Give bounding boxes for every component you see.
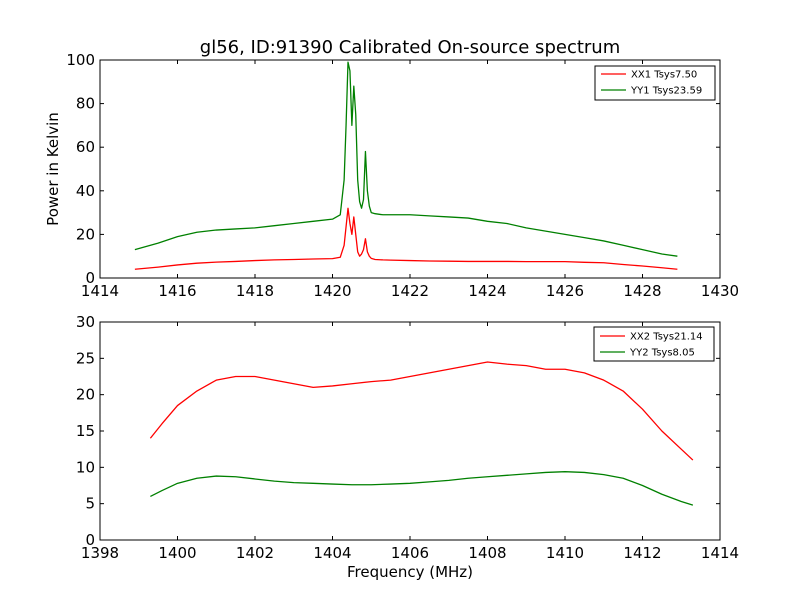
top-series-lines	[134, 61, 678, 270]
bottom-x-tick-label: 1410	[546, 544, 584, 562]
bottom-x-tick-label: 1406	[391, 544, 429, 562]
top-y-tick-label: 60	[76, 138, 95, 156]
bottom-series-lines	[149, 361, 694, 506]
top-legend-box	[594, 65, 716, 101]
bottom-x-tick-label: 1412	[623, 544, 661, 562]
top-legend: XX1 Tsys7.50 YY1 Tsys23.59	[594, 65, 716, 101]
top-y-tick-label: 40	[76, 182, 95, 200]
top-series-line-0	[134, 207, 678, 270]
top-y-tick-label: 80	[76, 95, 95, 113]
bottom-x-tick-label: 1404	[313, 544, 351, 562]
top-axis-ticks: 1414 1416 1418 1420 1422 1424 1426 1428 1430 0 20 4…	[66, 51, 739, 300]
bottom-x-tick-label: 1398	[81, 544, 119, 562]
bottom-legend-box	[593, 326, 715, 362]
bottom-axis-ticks: 1398 1400 1402 1404 1406 1408 1410 1412 1414 0 5 10…	[76, 313, 739, 562]
bottom-x-tick-label: 1414	[701, 544, 739, 562]
top-x-tick-label: 1422	[391, 282, 429, 300]
top-x-tick-label: 1420	[313, 282, 351, 300]
top-x-tick-label: 1428	[623, 282, 661, 300]
bottom-y-tick-label: 10	[76, 458, 95, 476]
top-series-line-1	[134, 61, 678, 257]
bottom-y-tick-label: 20	[76, 386, 95, 404]
top-y-tick-label: 0	[85, 269, 95, 287]
bottom-panel: 1398 1400 1402 1404 1406 1408 1410 1412 1414 0 5 10…	[76, 313, 739, 581]
top-y-tick-label: 20	[76, 225, 95, 243]
bottom-series-line-1	[150, 471, 694, 506]
legend-label-xx2: XX2 Tsys21.14	[630, 332, 703, 343]
bottom-y-tick-label: 5	[85, 495, 95, 513]
bottom-x-axis-label: Frequency (MHz)	[347, 563, 473, 581]
top-y-axis-label: Power in Kelvin	[44, 112, 62, 226]
bottom-series-line-0	[149, 361, 694, 461]
bottom-legend: XX2 Tsys21.14 YY2 Tsys8.05	[593, 326, 715, 362]
legend-label-yy1: YY1 Tsys23.59	[630, 86, 702, 97]
top-y-tick-label: 100	[66, 51, 95, 69]
bottom-x-tick-label: 1402	[236, 544, 274, 562]
top-x-tick-label: 1426	[546, 282, 584, 300]
bottom-y-tick-label: 15	[76, 422, 95, 440]
bottom-x-tick-label: 1400	[158, 544, 196, 562]
bottom-y-tick-label: 30	[76, 313, 95, 331]
top-x-tick-label: 1430	[701, 282, 739, 300]
top-x-tick-label: 1414	[81, 282, 119, 300]
bottom-y-tick-label: 0	[85, 531, 95, 549]
bottom-x-tick-label: 1408	[468, 544, 506, 562]
top-x-tick-label: 1416	[158, 282, 196, 300]
top-panel: gl56, ID:91390 Calibrated On-source spec…	[44, 37, 739, 300]
top-x-tick-label: 1418	[236, 282, 274, 300]
top-chart-title: gl56, ID:91390 Calibrated On-source spec…	[200, 37, 620, 58]
bottom-y-tick-label: 25	[76, 349, 95, 367]
legend-label-xx1: XX1 Tsys7.50	[631, 70, 697, 81]
legend-label-yy2: YY2 Tsys8.05	[629, 348, 695, 359]
top-x-tick-label: 1424	[468, 282, 506, 300]
